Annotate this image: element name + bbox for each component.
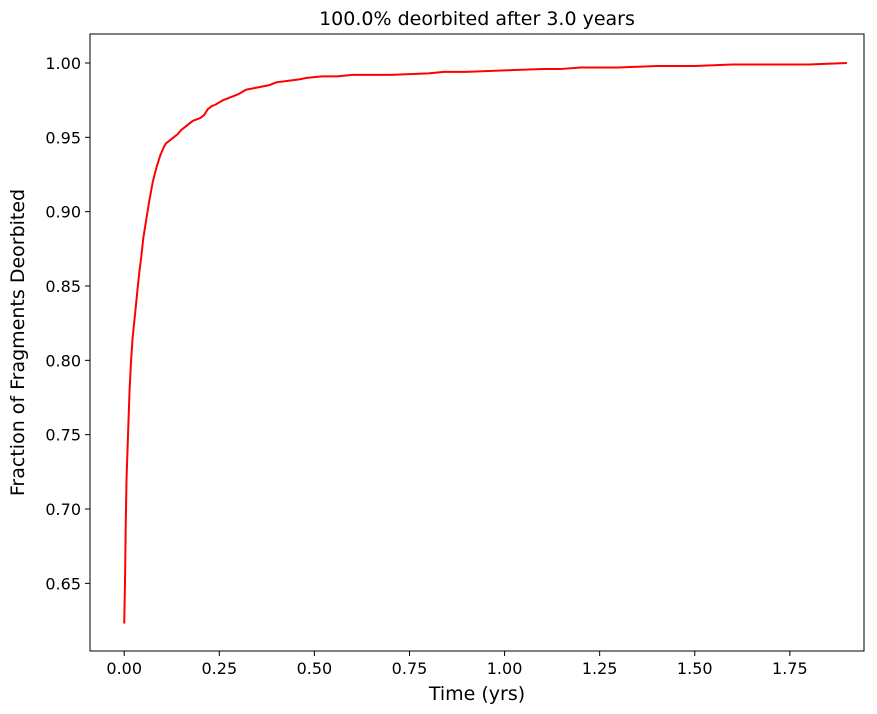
x-tick-label: 0.25 <box>202 659 238 678</box>
y-axis-label: Fraction of Fragments Deorbited <box>7 189 29 496</box>
series-layer <box>123 61 847 624</box>
x-tick-label: 1.50 <box>677 659 713 678</box>
x-tick-label: 0.75 <box>392 659 428 678</box>
y-tick-label: 0.65 <box>45 574 81 593</box>
y-tick-label: 0.75 <box>45 426 81 445</box>
series-line-0 <box>123 61 847 624</box>
x-tick-label: 0.50 <box>297 659 333 678</box>
plot-frame <box>89 33 865 652</box>
y-tick-label: 0.95 <box>45 128 81 147</box>
y-axis: 0.65 0.70 0.75 0.80 0.85 0.90 0.95 1.00 <box>45 54 90 593</box>
y-tick-label: 0.90 <box>45 203 81 222</box>
y-tick-label: 0.70 <box>45 500 81 519</box>
x-tick-label: 1.75 <box>772 659 808 678</box>
x-tick-label: 1.25 <box>582 659 618 678</box>
x-tick-label: 1.00 <box>487 659 523 678</box>
y-tick-label: 1.00 <box>45 54 81 73</box>
x-axis: 0.00 0.25 0.50 0.75 1.00 1.25 1.50 1.75 <box>106 651 808 678</box>
y-tick-label: 0.80 <box>45 351 81 370</box>
x-axis-label: Time (yrs) <box>428 683 525 705</box>
y-tick-label: 0.85 <box>45 277 81 296</box>
chart-title: 100.0% deorbited after 3.0 years <box>319 8 635 30</box>
x-tick-label: 0.00 <box>106 659 142 678</box>
